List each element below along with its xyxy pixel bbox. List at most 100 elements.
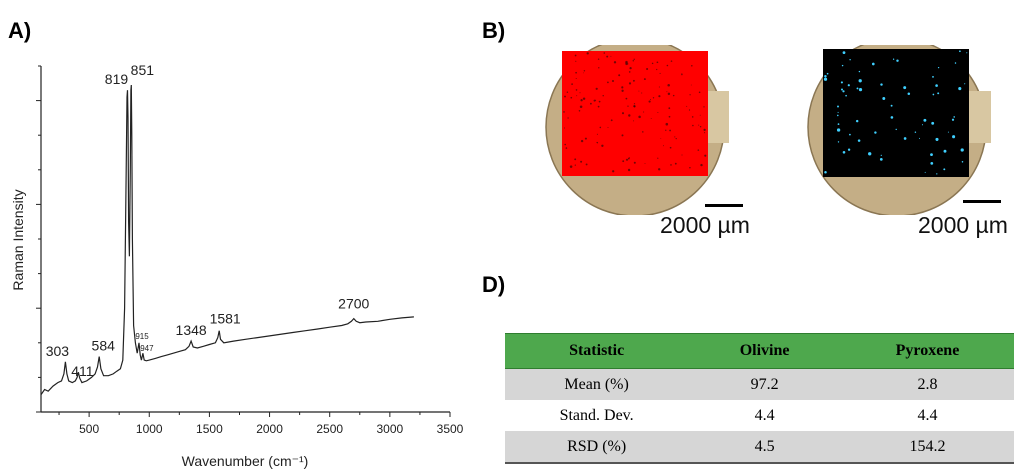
olivine-speck	[569, 165, 573, 168]
olivine-speck	[578, 110, 581, 112]
pyroxene-dot	[840, 81, 843, 84]
pyroxene-dot	[890, 104, 893, 107]
olivine-speck	[681, 72, 683, 74]
olivine-speck	[621, 89, 624, 92]
x-tick-label: 2500	[316, 422, 343, 436]
pyroxene-dot	[937, 92, 940, 95]
olivine-speck	[596, 133, 598, 135]
olivine-speck	[704, 154, 707, 157]
pyroxene-dot	[932, 75, 934, 78]
x-tick-label: 500	[79, 422, 99, 436]
olivine-speck	[632, 79, 635, 82]
chart-ticks: 500 1000 1500 2000 2500 3000 3500	[36, 65, 464, 436]
olivine-speck	[628, 71, 631, 73]
pyroxene-dot	[837, 114, 839, 117]
olivine-speck	[611, 79, 615, 83]
pyroxene-dot	[943, 149, 947, 153]
pyroxene-dot	[837, 141, 840, 143]
table-row: RSD (%) 4.5 154.2	[505, 431, 1014, 464]
olivine-speck	[633, 105, 636, 108]
olivine-speck	[628, 114, 631, 117]
pyroxene-dot	[841, 64, 844, 67]
olivine-specks	[563, 52, 707, 173]
olivine-speck	[689, 166, 691, 169]
olivine-speck	[667, 92, 671, 96]
olivine-speck	[690, 84, 692, 86]
olivine-speck	[586, 52, 589, 55]
table-header-row: Statistic Olivine Pyroxene	[505, 333, 1014, 369]
olivine-speck	[668, 115, 671, 118]
pyroxene-dot	[964, 83, 966, 85]
olivine-speck	[699, 114, 701, 116]
pyroxene-dot	[966, 52, 968, 54]
peak-label: 411	[71, 363, 94, 379]
pyroxene-dot	[961, 161, 964, 163]
pyroxene-dot	[952, 135, 956, 139]
panel-b-label: B)	[482, 18, 506, 43]
pyroxene-dot	[960, 148, 964, 152]
pyroxene-dot	[837, 105, 839, 108]
pyroxene-dot	[958, 87, 962, 91]
pyroxene-dot	[849, 59, 851, 61]
pyroxene-dot	[837, 111, 839, 113]
olivine-speck	[627, 105, 629, 107]
olivine-speck	[681, 73, 683, 76]
pyroxene-dot	[857, 139, 861, 142]
olivine-map	[545, 45, 729, 215]
olivine-speck	[627, 168, 631, 172]
olivine-speck	[580, 160, 583, 163]
olivine-speck	[691, 64, 693, 67]
pyroxene-dot	[842, 151, 846, 154]
olivine-speck	[650, 117, 652, 119]
olivine-value: 4.4	[754, 406, 775, 424]
header-olivine: Olivine	[688, 333, 841, 369]
pyroxene-dot	[896, 59, 899, 62]
pyroxene-dot	[880, 83, 883, 86]
pyroxene-dot	[907, 92, 911, 96]
olivine-speck	[613, 61, 617, 64]
pyroxene-dot	[954, 62, 957, 64]
olivine-speck	[650, 99, 652, 100]
olivine-speck	[593, 99, 596, 102]
olivine-speck	[652, 97, 655, 99]
pyroxene-dot	[858, 79, 862, 83]
peak-label: 1348	[176, 322, 207, 338]
olivine-speck	[629, 66, 632, 70]
olivine-speck	[641, 92, 643, 94]
pyroxene-dot	[879, 158, 883, 161]
olivine-speck	[633, 120, 635, 122]
pyroxene-dot	[847, 148, 851, 151]
olivine-speck	[658, 95, 661, 98]
olivine-speck	[670, 60, 673, 62]
olivine-speck	[625, 97, 628, 100]
panel-d-label: D)	[482, 272, 506, 297]
pyroxene-dot	[923, 118, 927, 122]
olivine-speck	[703, 128, 706, 132]
chart-axes	[40, 66, 450, 413]
pyroxene-dot	[953, 116, 955, 118]
olivine-speck	[607, 81, 609, 84]
pyroxene-overlay	[823, 49, 969, 177]
pyroxene-dot	[892, 58, 895, 60]
olivine-speck	[597, 58, 600, 60]
olivine-speck	[663, 145, 664, 147]
olivine-speck	[621, 86, 624, 89]
olivine-speck	[700, 163, 703, 167]
row-label: RSD (%)	[505, 431, 689, 464]
olivine-speck	[570, 96, 573, 99]
peak-label: 819	[105, 71, 129, 87]
x-axis-label: Wavenumber (cm⁻¹)	[182, 453, 309, 469]
pyroxene-dot	[951, 118, 955, 121]
olivine-speck	[703, 106, 705, 108]
pyroxene-dot	[858, 70, 861, 73]
olivine-speck	[564, 95, 566, 98]
olivine-speck	[659, 72, 661, 74]
olivine-speck	[669, 146, 672, 149]
olivine-speck	[672, 94, 675, 97]
olivine-speck	[602, 95, 604, 97]
x-tick-label: 3000	[377, 422, 404, 436]
olivine-speck	[644, 163, 646, 165]
olivine-speck	[689, 94, 691, 96]
